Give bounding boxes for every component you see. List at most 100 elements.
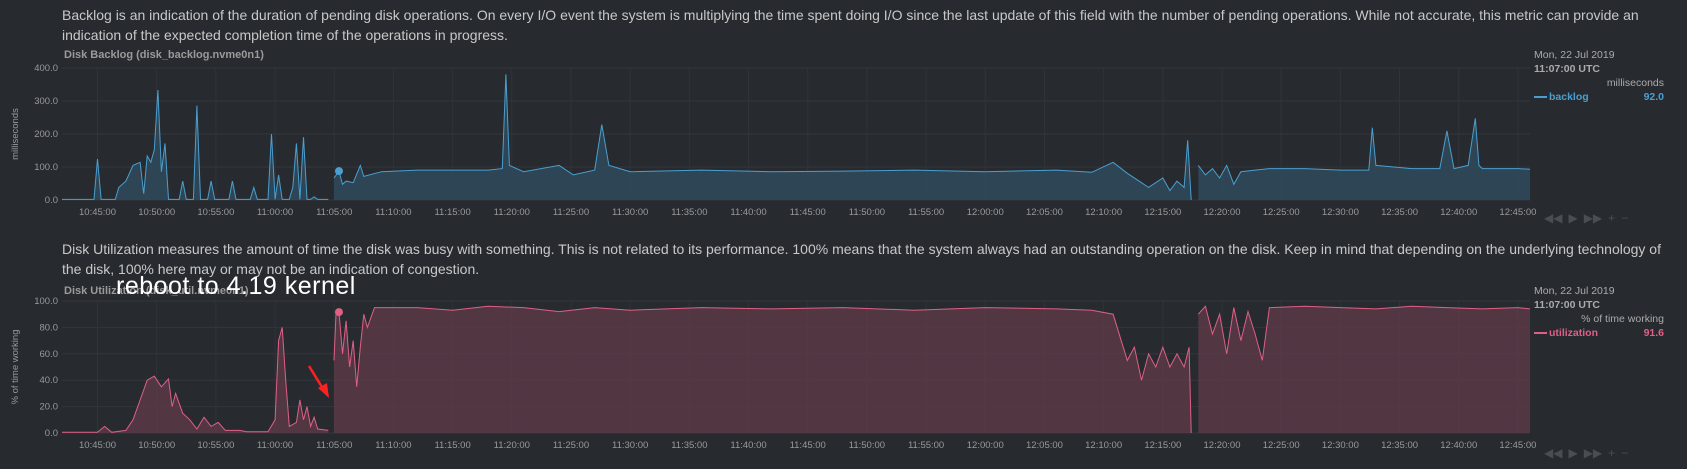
legend-series-value: 91.6	[1643, 327, 1664, 339]
x-tick-label: 12:30:00	[1322, 207, 1359, 218]
pan-right-icon[interactable]: ▶▶	[1583, 446, 1603, 460]
zoom-in-icon[interactable]: +	[1608, 446, 1616, 460]
y-tick-label: 0.0	[45, 195, 58, 206]
x-tick-label: 10:50:00	[138, 207, 175, 218]
series-line	[333, 74, 1192, 201]
x-tick-label: 11:10:00	[375, 207, 411, 218]
x-tick-label: 11:10:00	[375, 440, 411, 451]
x-tick-label: 11:45:00	[790, 207, 826, 218]
y-tick-label: 0.0	[45, 428, 58, 439]
series-line	[62, 327, 329, 433]
x-tick-label: 11:00:00	[257, 440, 293, 451]
x-tick-label: 11:40:00	[730, 440, 766, 451]
y-tick-label: 20.0	[40, 402, 59, 413]
backlog-chart[interactable]: 400.0 300.0 200.0 100.0 0.0 10:45:00 10:50:00 1…	[0, 60, 1687, 225]
y-tick-label: 40.0	[40, 375, 59, 386]
hover-point	[334, 167, 343, 176]
x-tick-label: 11:45:00	[790, 440, 826, 451]
zoom-out-icon[interactable]: −	[1621, 446, 1629, 460]
utilization-chart[interactable]: 100.0 80.0 60.0 40.0 20.0 0.0 10:45:00 10:50:00…	[0, 293, 1687, 458]
series-line	[1197, 305, 1531, 361]
series-area	[334, 74, 1192, 200]
legend-date: Mon, 22 Jul 2019	[1534, 49, 1615, 61]
pan-right-icon[interactable]: ▶▶	[1583, 211, 1603, 225]
legend-series-name: backlog	[1549, 91, 1589, 103]
x-tick-label: 12:20:00	[1204, 440, 1241, 451]
series-area	[334, 306, 1192, 433]
x-tick-label: 11:15:00	[434, 440, 470, 451]
x-tick-label: 12:35:00	[1381, 207, 1418, 218]
y-tick-label: 60.0	[40, 349, 59, 360]
x-tick-label: 11:00:00	[257, 207, 293, 218]
legend-series-row[interactable]: backlog 92.0	[1534, 91, 1664, 103]
legend-units: milliseconds	[1606, 77, 1664, 89]
x-tick-label: 11:50:00	[849, 207, 885, 218]
backlog-legend: Mon, 22 Jul 2019 11:07:00 UTC millisecon…	[1534, 49, 1664, 103]
x-tick-label: 11:15:00	[434, 207, 470, 218]
x-tick-label: 12:00:00	[967, 207, 1004, 218]
x-tick-label: 11:20:00	[494, 207, 530, 218]
x-tick-label: 11:20:00	[494, 440, 530, 451]
x-tick-label: 12:10:00	[1085, 440, 1122, 451]
x-tick-label: 11:55:00	[908, 440, 944, 451]
annotation-text: reboot to 4.19 kernel	[116, 272, 356, 300]
x-tick-label: 10:55:00	[197, 207, 234, 218]
x-tick-label: 12:25:00	[1263, 207, 1300, 218]
series-area	[1198, 306, 1530, 433]
x-tick-label: 10:45:00	[79, 207, 116, 218]
pan-left-icon[interactable]: ◀◀	[1544, 211, 1563, 225]
pan-left-icon[interactable]: ◀◀	[1544, 446, 1563, 460]
y-axis-label: % of time working	[10, 330, 21, 405]
y-tick-label: 100.0	[34, 162, 58, 173]
hover-point	[334, 308, 343, 317]
legend-time: 11:07:00 UTC	[1534, 299, 1600, 311]
series-swatch-icon	[1534, 96, 1547, 99]
reset-icon[interactable]: ▶	[1568, 211, 1578, 225]
utilization-controls: ◀◀ ▶ ▶▶ + −	[1544, 446, 1628, 460]
series-line	[62, 89, 329, 200]
series-area	[62, 327, 329, 433]
x-tick-label: 12:45:00	[1499, 207, 1536, 218]
series-area	[62, 90, 329, 200]
x-tick-label: 11:35:00	[671, 207, 707, 218]
series-swatch-icon	[1534, 332, 1547, 335]
x-tick-label: 12:15:00	[1144, 440, 1181, 451]
y-tick-label: 400.0	[34, 63, 58, 74]
x-tick-label: 11:40:00	[730, 207, 766, 218]
reset-icon[interactable]: ▶	[1568, 446, 1578, 460]
x-tick-label: 11:55:00	[908, 207, 944, 218]
x-tick-label: 12:40:00	[1440, 207, 1477, 218]
y-tick-label: 300.0	[34, 96, 58, 107]
x-tick-label: 12:10:00	[1085, 207, 1122, 218]
series-line	[333, 305, 1192, 434]
legend-series-value: 92.0	[1643, 91, 1664, 103]
x-tick-label: 11:30:00	[612, 207, 648, 218]
x-tick-label: 12:15:00	[1144, 207, 1181, 218]
x-tick-label: 12:45:00	[1499, 440, 1536, 451]
y-tick-label: 80.0	[40, 322, 59, 333]
backlog-chart-title: Disk Backlog (disk_backlog.nvme0n1)	[64, 49, 264, 61]
zoom-in-icon[interactable]: +	[1608, 211, 1616, 225]
zoom-out-icon[interactable]: −	[1621, 211, 1629, 225]
legend-units: % of time working	[1581, 313, 1664, 325]
x-tick-label: 12:00:00	[967, 440, 1004, 451]
legend-date: Mon, 22 Jul 2019	[1534, 285, 1615, 297]
annotation-arrow-icon	[307, 365, 329, 398]
x-tick-label: 12:30:00	[1322, 440, 1359, 451]
legend-series-name: utilization	[1549, 327, 1598, 339]
utilization-legend: Mon, 22 Jul 2019 11:07:00 UTC % of time …	[1534, 285, 1664, 339]
y-tick-label: 100.0	[34, 296, 58, 307]
series-line	[1197, 118, 1531, 186]
x-tick-label: 10:50:00	[138, 440, 175, 451]
legend-series-row[interactable]: utilization 91.6	[1534, 327, 1664, 339]
y-tick-label: 200.0	[34, 129, 58, 140]
x-tick-label: 11:25:00	[553, 440, 589, 451]
utilization-chart-title: Disk Utilization (disk_util.nvme0n1)	[64, 285, 249, 297]
x-tick-label: 11:30:00	[612, 440, 648, 451]
series-area	[1198, 118, 1530, 200]
x-tick-label: 11:25:00	[553, 207, 589, 218]
x-tick-label: 11:05:00	[316, 440, 352, 451]
x-tick-label: 12:25:00	[1263, 440, 1300, 451]
x-tick-label: 11:05:00	[316, 207, 352, 218]
x-tick-label: 12:20:00	[1204, 207, 1241, 218]
